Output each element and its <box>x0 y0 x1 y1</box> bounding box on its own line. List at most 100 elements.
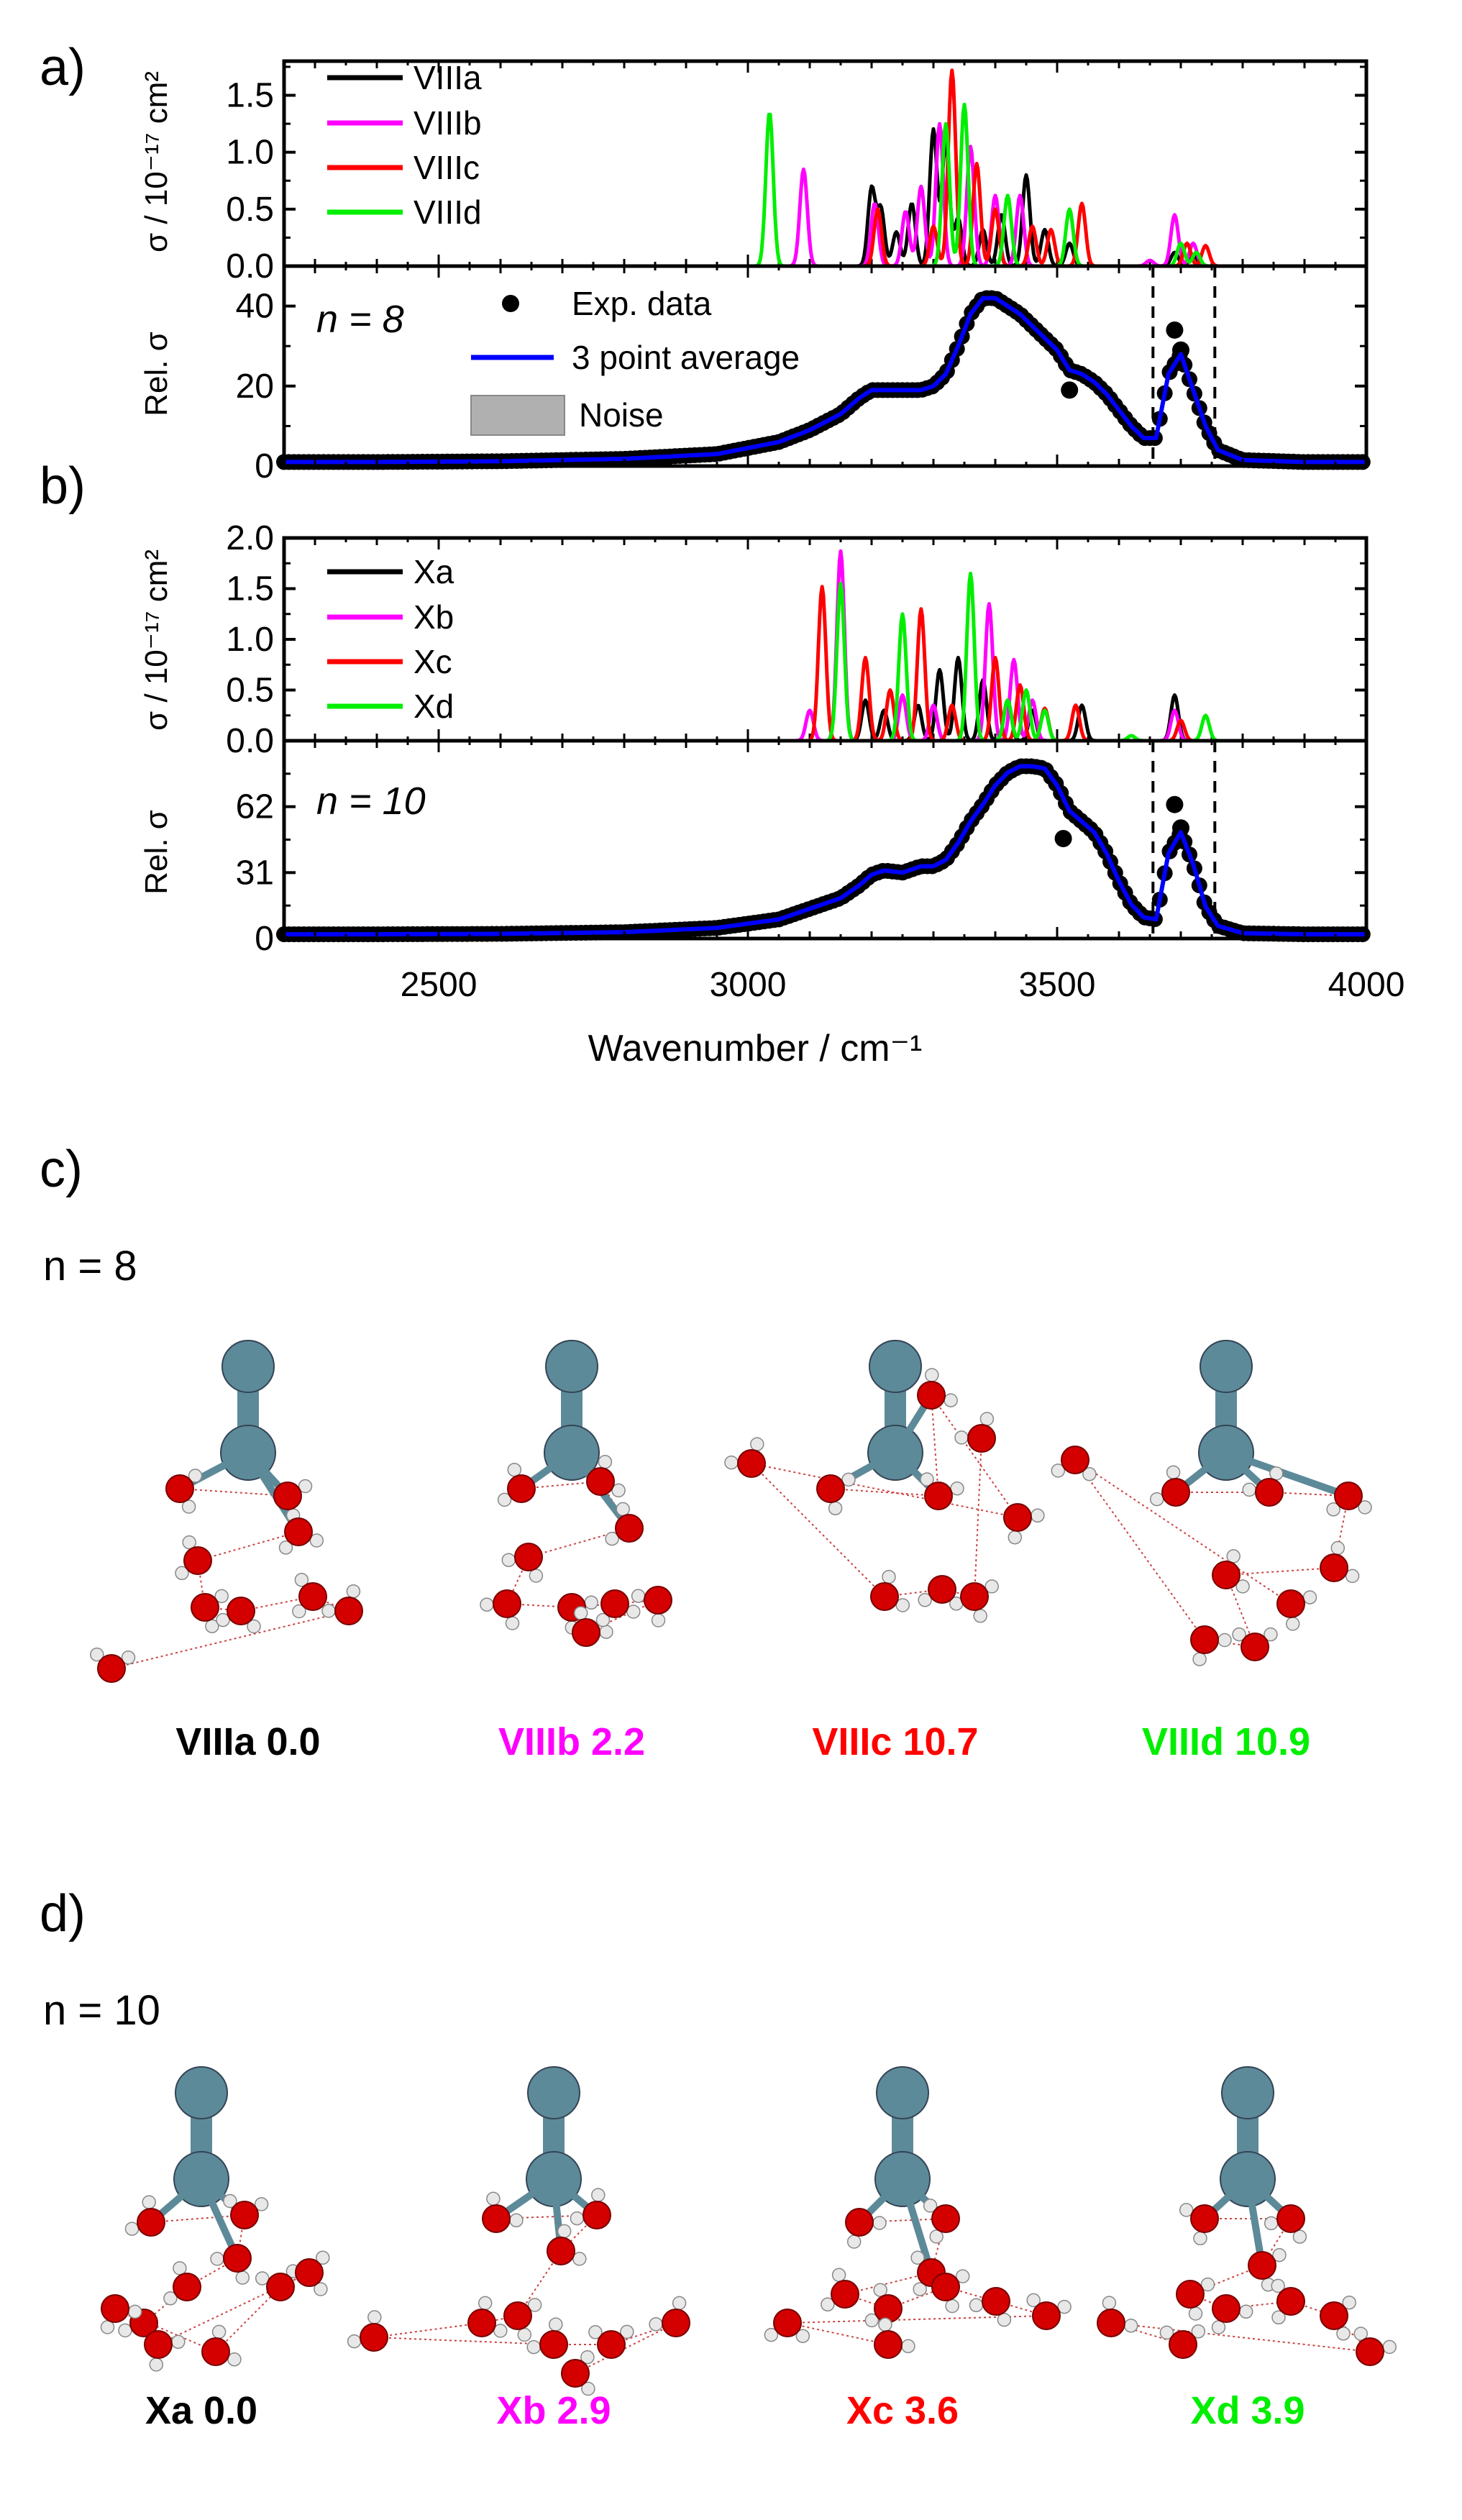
oxygen-atom <box>870 1582 899 1611</box>
structures-n10 <box>100 2066 1397 2396</box>
molecule-n8 <box>1051 1340 1372 1666</box>
bond-stick <box>1225 1449 1350 1499</box>
molecule-n8 <box>724 1340 1045 1623</box>
hydrogen-atom <box>278 1540 293 1555</box>
hydrogen-atom <box>918 1593 932 1607</box>
hydrogen-atom <box>175 1566 189 1581</box>
oxygen-atom <box>183 1546 212 1575</box>
y-tick-label: 1.5 <box>226 77 274 115</box>
structure-label-viiib: VIIIb 2.2 <box>498 1720 645 1763</box>
oxygen-atom <box>284 1517 313 1546</box>
oxygen-atom <box>737 1449 766 1478</box>
hydrogen-atom <box>598 1454 613 1469</box>
hydrogen-atom <box>509 2213 524 2228</box>
hydrogen-atom <box>1269 1466 1284 1481</box>
hydrogen-atom <box>1292 2229 1307 2244</box>
oxygen-atom <box>644 1586 672 1615</box>
oxygen-atom <box>191 1593 219 1622</box>
hydrogen-atom <box>945 2298 959 2314</box>
hydrogen-atom <box>227 2352 242 2367</box>
hydrogen-atom <box>529 1569 544 1583</box>
structure-label-xb: Xb 2.9 <box>496 2389 611 2432</box>
hydrogen-atom <box>620 2324 634 2339</box>
oxygen-atom <box>845 2208 874 2237</box>
hydrogen-atom <box>188 1469 203 1483</box>
hydrogen-atom <box>724 1455 739 1470</box>
oxygen-atom <box>1356 2337 1384 2366</box>
hydrogen-atom <box>821 2297 835 2312</box>
hydrogen-atom <box>1271 2310 1286 2325</box>
hydrogen-atom <box>216 1612 230 1628</box>
y-axis-title-rel-n10: Rel. σ <box>139 810 174 895</box>
structure-labels-n8: VIIIa 0.0 VIIIb 2.2 VIIIc 10.7 VIIId 10.… <box>175 1720 1310 1763</box>
axes-frame <box>282 739 1369 941</box>
hydrogen-atom <box>584 1595 598 1610</box>
hydrogen-atom <box>828 1501 843 1515</box>
hydrogen-atom <box>527 2298 542 2312</box>
oxygen-atom <box>201 2337 230 2366</box>
oxygen-atom <box>360 2323 388 2352</box>
hydrogen-atom <box>764 2327 779 2342</box>
hydrogen-atom <box>1149 1492 1164 1507</box>
oxygen-atom <box>1241 1633 1269 1661</box>
hydrogen-atom <box>979 1412 995 1426</box>
legend-label: VIIIa <box>414 59 482 96</box>
oxygen-atom <box>586 1467 615 1496</box>
hydrogen-atom <box>750 1437 764 1451</box>
panel-label-c: c) <box>40 1141 83 1198</box>
y-tick-label: 31 <box>236 854 274 892</box>
hydrogen-atom <box>595 1612 611 1628</box>
hydrogen-atom <box>1345 1569 1360 1584</box>
oxygen-atom <box>1190 1625 1219 1654</box>
oxygen-atom <box>1176 2280 1205 2309</box>
y-tick-label: 1.0 <box>226 621 274 659</box>
hydrogen-atom <box>651 1613 666 1628</box>
legend-label: 3 point average <box>572 339 800 376</box>
hydrogen-atom <box>1232 1627 1246 1642</box>
x-tick-labels: 2500 3000 3500 4000 <box>401 966 1405 1004</box>
hydrogen-atom <box>864 2313 880 2328</box>
oxygen-atom <box>539 2330 568 2359</box>
hydrogen-atom <box>298 1479 313 1494</box>
oxygen-atom <box>1334 1482 1363 1510</box>
hydrogen-atom <box>1200 2277 1215 2292</box>
hydrogen-atom <box>616 1502 630 1517</box>
hydrogen-atom <box>950 1481 964 1496</box>
x-tick-label: 4000 <box>1328 966 1405 1004</box>
legend-n10-calc: Xa Xb Xc Xd <box>327 553 454 725</box>
hydrogen-atom <box>580 2350 595 2365</box>
oxygen-atom <box>600 1589 629 1618</box>
hydrogen-atom <box>549 2317 563 2332</box>
structure-label-xc: Xc 3.6 <box>846 2389 959 2432</box>
panel-label-a: a) <box>40 39 86 96</box>
oxygen-atom <box>1190 2204 1219 2233</box>
oxygen-atom <box>514 1543 543 1571</box>
y-tick-label: 1.5 <box>226 570 274 608</box>
hydrogen-atom <box>163 2291 178 2306</box>
hydrogen-atom <box>973 1609 987 1623</box>
oxygen-atom <box>1032 2301 1061 2330</box>
hydrogen-atom <box>507 1462 522 1477</box>
oxygen-atom <box>547 2237 575 2265</box>
oxygen-atom <box>1320 1553 1348 1582</box>
y-tick-label: 0.5 <box>226 191 274 229</box>
hydrogen-atom <box>211 2324 227 2339</box>
oxygen-atom <box>982 2287 1010 2316</box>
oxygen-atom <box>1212 1561 1241 1589</box>
hydrogen-atom <box>1193 2231 1207 2246</box>
structures-n8 <box>90 1340 1372 1683</box>
oxygen-atom <box>561 2359 590 2388</box>
panel-label-d: d) <box>40 1885 86 1942</box>
y-tick-label: 0 <box>255 447 274 485</box>
hydrogen-atom <box>895 1598 910 1612</box>
hydrogen-atom <box>1342 2295 1356 2310</box>
hydrogen-atom <box>223 2193 237 2209</box>
hydrogen-atom <box>1057 2299 1072 2314</box>
hydrogen-atom <box>142 2195 156 2209</box>
hydrogen-atom <box>1159 2325 1174 2340</box>
hydrogen-atom <box>872 2216 887 2230</box>
y-axis-title-sigma-n8: σ / 10⁻¹⁷ cm² <box>139 71 174 252</box>
oxygen-atom <box>1061 1446 1089 1474</box>
y-tick-label: 62 <box>236 788 274 826</box>
oxygen-atom <box>816 1474 845 1503</box>
